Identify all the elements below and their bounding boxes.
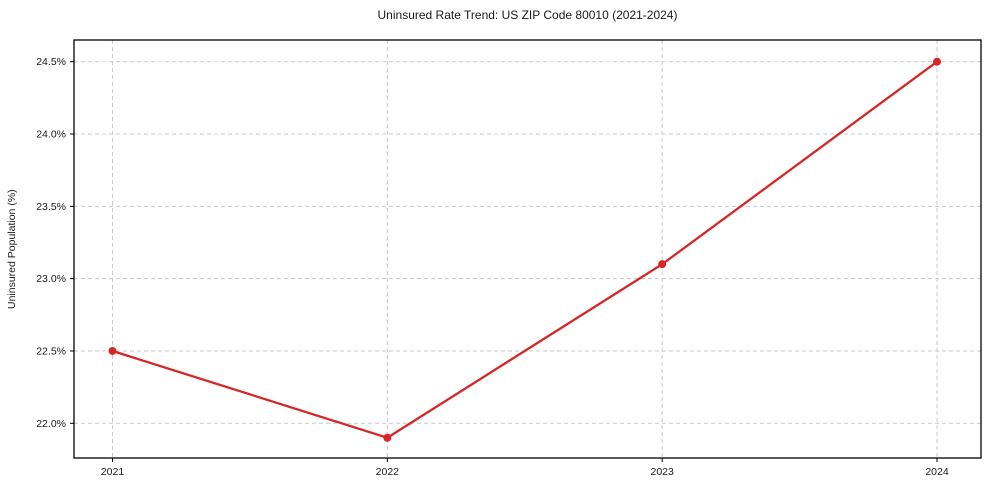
- x-tick-label: 2021: [101, 466, 125, 478]
- trend-line: [111, 60, 939, 439]
- y-tick-label: 22.5%: [36, 345, 66, 357]
- y-tick-label: 22.0%: [36, 418, 66, 430]
- y-tick-label: 23.5%: [36, 201, 66, 213]
- data-point-marker: [658, 260, 667, 269]
- y-tick-label: 23.0%: [36, 273, 66, 285]
- plot-border: [73, 39, 982, 459]
- data-point-marker: [108, 346, 117, 355]
- x-tick-label: 2022: [376, 466, 400, 478]
- y-tick-label: 24.5%: [36, 56, 66, 68]
- data-point-marker: [933, 57, 942, 66]
- chart-title: Uninsured Rate Trend: US ZIP Code 80010 …: [377, 8, 678, 22]
- x-tick-label: 2024: [925, 466, 949, 478]
- data-point-marker: [383, 433, 392, 442]
- x-tick-label: 2023: [650, 466, 674, 478]
- y-tick-label: 24.0%: [36, 129, 66, 141]
